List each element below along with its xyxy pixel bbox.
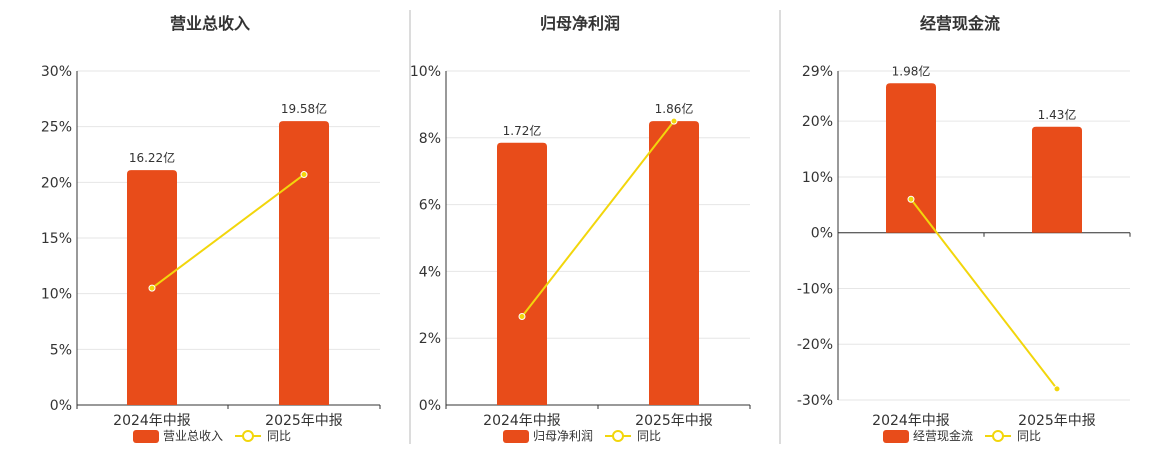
legend-bar-label: 归母净利润 — [533, 429, 593, 443]
chart-title: 经营现金流 — [920, 14, 1000, 33]
x-category-label: 2024年中报 — [483, 413, 561, 429]
y-tick-label: 20% — [802, 114, 833, 130]
bar-value-label: 19.58亿 — [281, 101, 327, 116]
x-category-label: 2025年中报 — [635, 413, 713, 429]
yoy-line — [521, 120, 675, 318]
bar-value-label: 1.72亿 — [503, 123, 542, 138]
bar-value-label: 1.86亿 — [655, 101, 694, 116]
x-category-label: 2024年中报 — [113, 413, 191, 429]
bar — [886, 83, 936, 233]
x-category-label: 2024年中报 — [872, 413, 950, 429]
y-tick-label: 10% — [410, 64, 441, 80]
legend-bar-swatch — [503, 430, 529, 443]
y-tick-label: 10% — [41, 287, 72, 303]
legend-bar-label: 营业总收入 — [163, 429, 223, 443]
chart-panel-2: 归母净利润 10% 8% 6% 4% 2% 0% 1.72亿 1.86亿 2024年中报 2025年… — [410, 14, 751, 443]
y-tick-label: 6% — [419, 198, 441, 214]
chart-panel-3: 经营现金流 29% 20% 10% 0% -10% -20% -30% 1.98亿 1.43亿 20… — [797, 14, 1131, 443]
yoy-point — [670, 117, 678, 125]
legend-bar-swatch — [883, 430, 909, 443]
y-tick-label: 4% — [419, 264, 441, 280]
bar — [279, 121, 329, 405]
legend-bar-label: 经营现金流 — [913, 428, 973, 443]
y-tick-label: 30% — [41, 64, 72, 80]
y-tick-label: -20% — [797, 337, 833, 353]
chart-title: 归母净利润 — [540, 14, 620, 33]
y-tick-label: 25% — [41, 120, 72, 136]
yoy-point — [907, 195, 915, 203]
yoy-point — [518, 312, 526, 320]
y-tick-label: 29% — [802, 64, 833, 80]
legend-line-label: 同比 — [637, 429, 661, 443]
bar-value-label: 1.43亿 — [1038, 107, 1077, 122]
bar — [649, 121, 699, 405]
yoy-line — [910, 198, 1058, 390]
legend-bar-swatch — [133, 430, 159, 443]
yoy-point — [300, 171, 308, 179]
legend-line-label: 同比 — [267, 429, 291, 443]
chart-title: 营业总收入 — [170, 14, 250, 33]
bar-value-label: 16.22亿 — [129, 150, 175, 165]
y-tick-label: 20% — [41, 175, 72, 191]
y-tick-label: 10% — [802, 170, 833, 186]
chart-panel-1: 营业总收入 30% 25% 20% 15% 10% 5% 0% 16.22亿 19.58亿 2024… — [41, 14, 381, 443]
bar — [1032, 126, 1082, 233]
y-tick-label: -10% — [797, 281, 833, 297]
yoy-line — [151, 173, 305, 289]
legend-line-label: 同比 — [1017, 429, 1041, 443]
x-category-label: 2025年中报 — [265, 413, 343, 429]
y-tick-label: 15% — [41, 231, 72, 247]
y-tick-label: 2% — [419, 331, 441, 347]
yoy-point — [148, 284, 156, 292]
y-tick-label: 0% — [811, 226, 833, 242]
legend-line-marker — [242, 430, 254, 442]
y-tick-label: 8% — [419, 131, 441, 147]
legend-line-marker — [612, 430, 624, 442]
legend-line-marker — [992, 430, 1004, 442]
x-category-label: 2025年中报 — [1018, 413, 1096, 429]
y-tick-label: 5% — [50, 342, 72, 358]
y-tick-label: 0% — [50, 398, 72, 414]
y-tick-label: -30% — [797, 393, 833, 409]
bar — [497, 142, 547, 405]
yoy-point — [1053, 385, 1061, 393]
bar-value-label: 1.98亿 — [892, 63, 931, 78]
y-tick-label: 0% — [419, 398, 441, 414]
